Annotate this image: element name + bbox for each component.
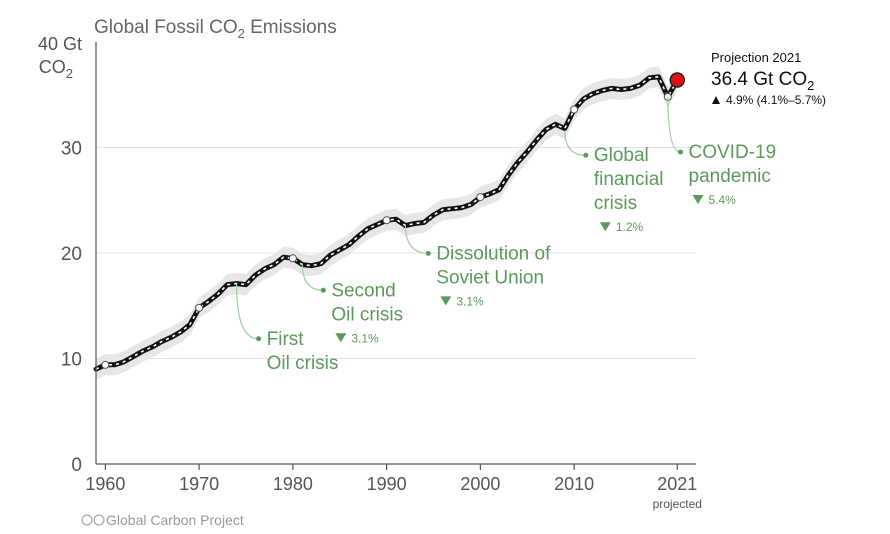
credit-text: Global Carbon Project bbox=[106, 512, 244, 528]
annotation-dot bbox=[256, 336, 262, 342]
annotation-text: crisis bbox=[594, 193, 637, 214]
x-tick-label: 2000 bbox=[460, 474, 500, 494]
projection-point bbox=[669, 72, 685, 88]
gridlines bbox=[96, 147, 696, 359]
chart-title: Global Fossil CO2 Emissions bbox=[94, 17, 337, 41]
annotation-text: Second bbox=[331, 280, 395, 301]
annotation-leader bbox=[236, 284, 259, 340]
decrease-triangle-icon bbox=[599, 222, 611, 232]
annotation-change: 5.4% bbox=[709, 193, 737, 207]
increase-triangle-icon bbox=[712, 96, 720, 104]
annotation-text: financial bbox=[594, 169, 664, 190]
y-axis-unit-label: CO2 bbox=[39, 57, 73, 81]
x-tick-sublabel: projected bbox=[653, 497, 702, 511]
x-tick-label: 2010 bbox=[554, 474, 594, 494]
y-tick-label: 10 bbox=[61, 350, 82, 371]
by-icon bbox=[93, 514, 105, 526]
x-tick-label: 1980 bbox=[273, 474, 313, 494]
annotation-dot bbox=[320, 287, 326, 293]
annotation-text: Oil crisis bbox=[331, 304, 403, 325]
decade-marker bbox=[195, 303, 204, 312]
annotation-text: COVID-19 bbox=[689, 142, 777, 163]
decrease-triangle-icon bbox=[440, 296, 452, 306]
x-tick-label-projected: 2021 bbox=[657, 474, 697, 494]
decade-marker bbox=[476, 193, 485, 202]
annotation-text: Soviet Union bbox=[436, 267, 544, 288]
decade-marker bbox=[101, 360, 110, 369]
projection-heading: Projection 2021 bbox=[711, 50, 801, 65]
annotation-change: 1.2% bbox=[616, 220, 644, 234]
y-tick-label: 20 bbox=[61, 244, 82, 265]
emissions-line bbox=[93, 72, 685, 372]
annotation-leader bbox=[404, 224, 429, 254]
x-tick-label: 1990 bbox=[367, 474, 407, 494]
annotation-dot bbox=[678, 149, 683, 155]
annotation-change: 3.1% bbox=[456, 294, 484, 308]
annotation-leader bbox=[667, 96, 681, 153]
decade-marker bbox=[382, 216, 391, 225]
annotation-dot bbox=[425, 250, 431, 256]
projection-box: Projection 2021 36.4 Gt CO2 4.9% (4.1%–5… bbox=[711, 50, 826, 107]
annotation-text: Oil crisis bbox=[267, 353, 339, 374]
annotation-leader bbox=[301, 263, 324, 291]
y-axis-top-label: 40 Gt bbox=[38, 34, 82, 54]
axes: 0 10 20 30 1960 1970 1980 1990 2000 2010 2021 proje… bbox=[61, 42, 702, 511]
annotation-text: pandemic bbox=[689, 166, 771, 187]
annotation-dot bbox=[583, 152, 589, 158]
annotation-text: Dissolution of bbox=[436, 243, 551, 264]
annotation-text: First bbox=[267, 329, 305, 350]
decrease-triangle-icon bbox=[335, 333, 347, 343]
y-tick-label: 30 bbox=[61, 139, 82, 160]
projection-change: 4.9% (4.1%–5.7%) bbox=[726, 93, 826, 107]
annotations: First Oil crisis Second Oil crisis 3.1% Disso… bbox=[236, 96, 777, 374]
cc-icon bbox=[81, 514, 93, 526]
decade-marker bbox=[288, 254, 297, 263]
x-tick-label: 1970 bbox=[179, 474, 219, 494]
annotation-change: 3.1% bbox=[351, 331, 379, 345]
annotation-leader bbox=[564, 130, 586, 156]
annotation-text: Global bbox=[594, 145, 649, 166]
decade-marker bbox=[570, 105, 579, 114]
projection-value: 36.4 Gt CO2 bbox=[711, 69, 814, 93]
x-tick-label: 1960 bbox=[85, 474, 125, 494]
y-tick-label: 0 bbox=[71, 455, 82, 476]
credit: Global Carbon Project bbox=[81, 512, 244, 528]
decrease-triangle-icon bbox=[692, 195, 704, 205]
